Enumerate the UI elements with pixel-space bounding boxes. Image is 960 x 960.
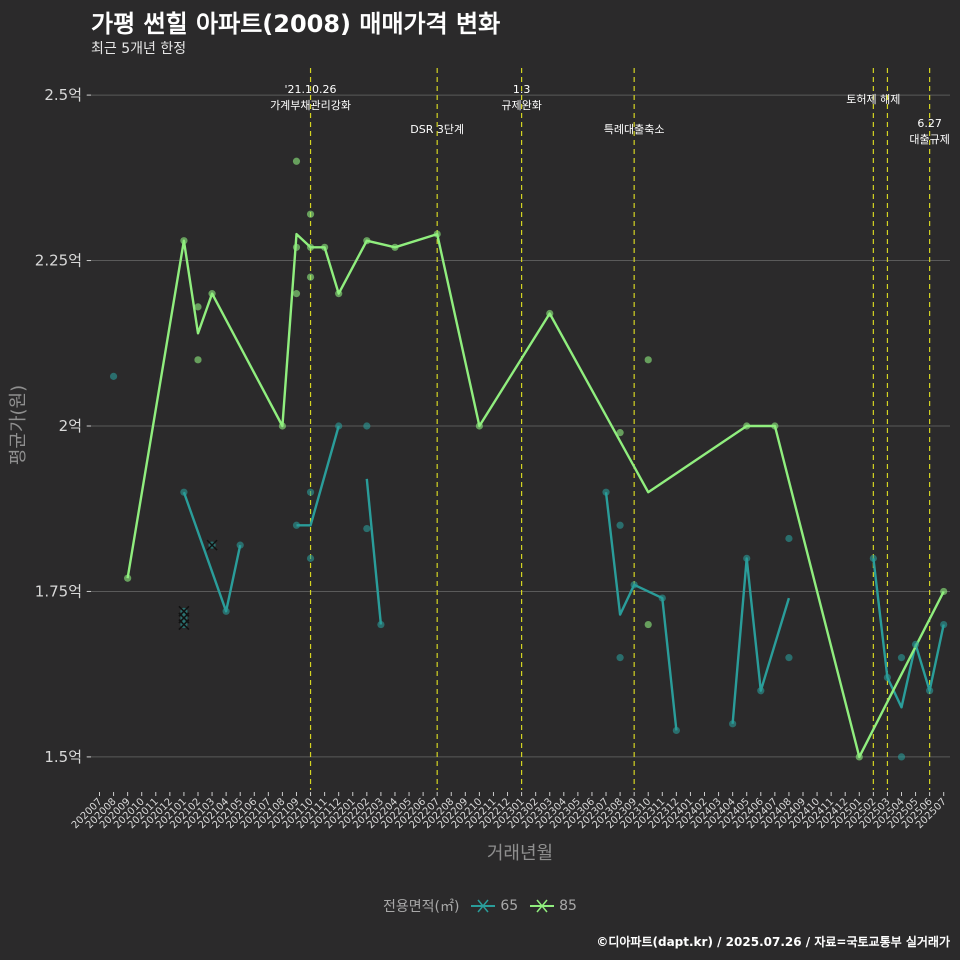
series-65-point [911, 640, 920, 649]
series-65-point [672, 726, 680, 735]
series-65-point [306, 554, 315, 562]
cancelled-mark [178, 619, 190, 631]
y-tick-label: 1.75억 [35, 582, 82, 600]
series-65-point [785, 534, 793, 543]
event-label: 규제완화 [501, 99, 541, 112]
series-65-point [109, 372, 118, 380]
series-85-point [855, 753, 863, 761]
series-65-point [940, 620, 948, 629]
series-65-point [236, 541, 244, 549]
series-85-point [292, 157, 301, 165]
series-85-point [391, 243, 399, 251]
legend-item-65: 65 [470, 898, 518, 914]
series-65-point [222, 607, 230, 615]
series-65-point [869, 554, 877, 562]
series-65-point [883, 673, 892, 682]
series-85-point [940, 587, 948, 596]
series-65-point [757, 687, 765, 695]
series-65-point [630, 581, 638, 589]
y-tick-label: 2.25억 [35, 252, 82, 270]
grid-lines [86, 94, 950, 758]
event-label: 1.3 [513, 83, 531, 96]
series-85-point [771, 422, 779, 430]
footer-credit: ©디아파트(dapt.kr) / 2025.07.26 / 자료=국토교통부 실… [596, 935, 950, 949]
series-65-point [602, 488, 610, 496]
series-85-point [306, 210, 315, 218]
series-65-point [363, 524, 371, 533]
series-85-point [278, 422, 287, 430]
series-65-point [292, 521, 301, 529]
series-65-point [616, 521, 624, 529]
data-points [109, 157, 948, 761]
series-65-point [897, 753, 906, 761]
series-85-point [363, 237, 371, 245]
series-85-point [194, 356, 202, 364]
series-85-point [475, 422, 483, 430]
y-tick-label: 2억 [59, 417, 82, 435]
y-axis-ticks: 1.5억 1.75억 2억 2.25억 2.5억 [35, 86, 91, 766]
series-65-line [182, 491, 242, 613]
series-85-point [292, 243, 301, 251]
event-label: DSR 3단계 [410, 123, 464, 136]
series-85-point [180, 237, 188, 245]
series-65-point [743, 554, 751, 562]
series-65-point [729, 720, 737, 728]
series-85-point [743, 422, 751, 430]
x-axis-ticks: 2020072020082020092020102020112020122021… [70, 792, 949, 831]
series-85-point [208, 290, 216, 298]
legend-key-65-icon [470, 899, 495, 913]
legend-label-65: 65 [500, 898, 519, 914]
series-65-point [658, 594, 666, 602]
legend-label-85: 85 [559, 898, 577, 914]
series-65-point [926, 687, 934, 695]
series-65-line [296, 425, 340, 527]
legend-title: 전용면적(㎡) [383, 899, 460, 915]
series-85-point [616, 429, 624, 437]
y-tick-label: 1.5억 [44, 748, 82, 766]
series-85-point [306, 273, 315, 281]
series-85-point [433, 230, 441, 238]
legend-key-85-icon [529, 899, 554, 913]
event-label: 특례대출축소 [604, 123, 665, 136]
series-85-point [321, 243, 329, 251]
series-65-point [363, 422, 371, 430]
series-65-point [897, 654, 906, 662]
series-65-point [785, 654, 793, 662]
event-label: '21.10.26 [285, 83, 337, 96]
x-axis-title: 거래년월 [487, 843, 553, 864]
y-tick-label: 2.5억 [44, 86, 82, 104]
series-65-point [306, 488, 315, 496]
series-85-point [546, 309, 554, 318]
series-85-line [126, 232, 945, 759]
series-65-line [604, 492, 678, 731]
series-65-line [731, 557, 791, 724]
series-65-point [335, 422, 343, 430]
series-65-line [365, 478, 383, 625]
series-lines [126, 232, 945, 759]
series-85-point [292, 290, 301, 298]
series-65-point [180, 488, 188, 496]
series-65-line [872, 558, 945, 709]
event-label: 6.27 [917, 117, 942, 130]
cancelled-mark [206, 539, 218, 551]
series-85-point [124, 574, 132, 582]
chart-subtitle: 최근 5개년 한정 [91, 41, 187, 57]
event-label: 가계부채관리강화 [270, 99, 351, 112]
series-85-point [306, 243, 315, 251]
series-65-point [377, 620, 385, 629]
series-65-point [616, 654, 624, 662]
series-85-point [644, 620, 652, 629]
chart-title: 가평 썬힐 아파트(2008) 매매가격 변화 [91, 10, 501, 38]
series-85-point [335, 290, 343, 298]
y-axis-title: 평균가(원) [8, 385, 29, 465]
series-85-point [194, 303, 202, 311]
event-label: 토허제 해제 [846, 92, 900, 106]
event-label: 대출규제 [909, 133, 949, 146]
series-85-point [644, 356, 652, 364]
legend-item-85: 85 [529, 898, 577, 914]
legend: 전용면적(㎡) 65 85 [0, 896, 960, 916]
